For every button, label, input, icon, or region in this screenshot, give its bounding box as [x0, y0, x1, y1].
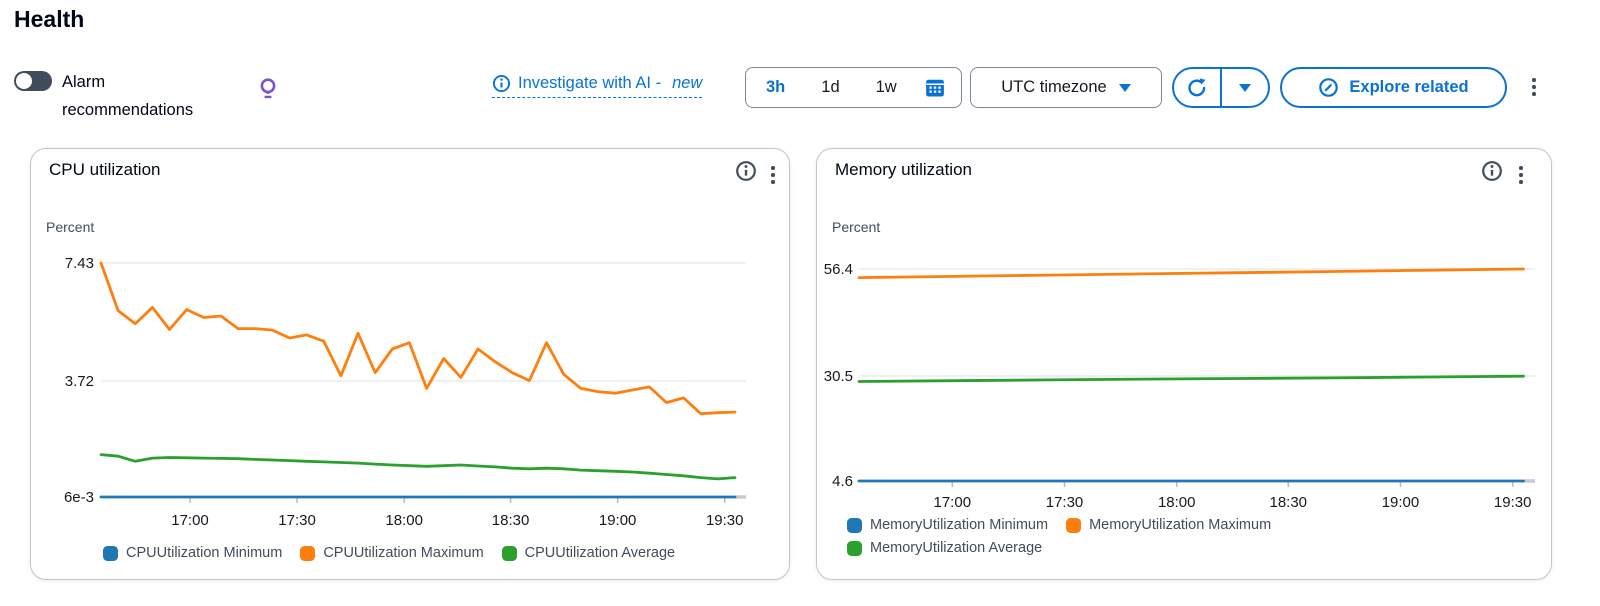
memory-utilization-card: Memory utilization Percent 56.4 30.5 4.6 17… [816, 148, 1552, 580]
legend-label: CPUUtilization Minimum [126, 545, 283, 561]
timezone-dropdown[interactable]: UTC timezone [970, 67, 1162, 108]
time-range-option-1w[interactable]: 1w [875, 78, 897, 96]
chart-title: CPU utilization [49, 160, 161, 179]
refresh-button[interactable] [1174, 69, 1220, 106]
legend-color-chip [847, 540, 862, 556]
x-tick-label: 17:30 [278, 512, 316, 529]
legend-label: MemoryUtilization Minimum [870, 517, 1049, 533]
legend-item[interactable]: MemoryUtilization Maximum [1066, 517, 1271, 533]
legend-item[interactable]: CPUUtilization Average [501, 545, 676, 561]
legend-color-chip [103, 545, 118, 561]
legend-item[interactable]: CPUUtilization Minimum [103, 545, 282, 561]
chevron-down-icon [1239, 83, 1251, 92]
memory-chart-plot[interactable]: 56.4 30.5 4.6 17:00 17:30 18:00 18:30 19:00 19:3… [819, 244, 1551, 512]
info-icon[interactable] [735, 160, 757, 187]
series-line [857, 267, 1525, 279]
x-tick-label: 17:30 [1046, 494, 1084, 511]
series-line [857, 374, 1525, 383]
legend-label: MemoryUtilization Average [870, 540, 1043, 556]
chart-legend: MemoryUtilization Minimum MemoryUtilizati… [847, 517, 1427, 556]
x-tick-label: 18:30 [1269, 494, 1307, 511]
y-tick-label: 4.6 [832, 473, 853, 490]
x-tick-label: 17:00 [934, 494, 972, 511]
chevron-down-icon [1118, 83, 1131, 92]
timezone-label: UTC timezone [1001, 78, 1107, 96]
chart-title: Memory utilization [835, 160, 972, 179]
legend-item[interactable]: CPUUtilization Maximum [300, 545, 484, 561]
x-tick-label: 19:30 [706, 512, 744, 529]
y-tick-label: 7.43 [65, 255, 94, 272]
cpu-chart-plot[interactable]: 7.43 3.72 6e-3 17:00 17:30 18:00 18:30 19:00 19:… [36, 244, 784, 536]
x-tick-label: 18:30 [492, 512, 530, 529]
time-range-option-3h[interactable]: 3h [766, 78, 786, 96]
calendar-icon[interactable] [925, 78, 945, 98]
x-tick-label: 19:00 [599, 512, 637, 529]
chart-legend: CPUUtilization Minimum CPUUtilization Max… [103, 545, 763, 561]
refresh-options-button[interactable] [1222, 69, 1268, 106]
new-badge: new [672, 74, 703, 92]
y-axis-unit: Percent [46, 219, 95, 235]
page-actions-menu[interactable] [1528, 74, 1540, 100]
y-tick-label: 3.72 [65, 373, 94, 390]
x-tick-label: 18:00 [1158, 494, 1196, 511]
time-range-option-1d[interactable]: 1d [821, 78, 840, 96]
explore-related-button[interactable]: Explore related [1280, 67, 1507, 108]
investigate-with-ai-link[interactable]: Investigate with AI - new [492, 74, 703, 98]
cpu-utilization-card: CPU utilization Percent 7.43 3.72 6e-3 17:0… [30, 148, 790, 580]
chart-actions-menu[interactable] [1515, 162, 1527, 188]
series-line [99, 261, 737, 416]
refresh-split-button [1172, 67, 1270, 108]
x-tick-label: 17:00 [171, 512, 209, 529]
legend-label: CPUUtilization Maximum [323, 545, 484, 561]
legend-label: MemoryUtilization Maximum [1089, 517, 1272, 533]
x-tick-label: 19:00 [1382, 494, 1420, 511]
legend-item[interactable]: MemoryUtilization Minimum [847, 517, 1048, 533]
y-tick-label: 6e-3 [64, 489, 94, 506]
legend-color-chip [300, 545, 316, 561]
chart-actions-menu[interactable] [767, 162, 779, 188]
legend-color-chip [501, 545, 517, 561]
divider [1220, 69, 1222, 106]
lightbulb-icon[interactable] [256, 76, 280, 105]
y-axis-unit: Percent [832, 219, 881, 235]
info-icon[interactable] [1481, 160, 1503, 187]
legend-label: CPUUtilization Average [524, 545, 676, 561]
toggle-knob [16, 73, 32, 89]
investigate-label: Investigate with AI - [518, 74, 662, 92]
info-icon [492, 74, 511, 93]
y-tick-label: 56.4 [824, 261, 853, 278]
series-line [99, 453, 737, 481]
legend-item[interactable]: MemoryUtilization Average [847, 540, 1042, 556]
compass-icon [1319, 78, 1339, 97]
x-tick-label: 18:00 [385, 512, 423, 529]
legend-color-chip [847, 517, 862, 533]
y-tick-label: 30.5 [824, 368, 853, 385]
page-title: Health [14, 6, 85, 32]
alarm-recommendations-toggle[interactable] [14, 71, 52, 91]
alarm-recommendations-label: Alarm recommendations [62, 73, 194, 119]
explore-related-label: Explore related [1349, 78, 1469, 96]
legend-color-chip [1066, 517, 1082, 533]
x-tick-label: 19:30 [1494, 494, 1532, 511]
refresh-icon [1188, 77, 1206, 96]
time-range-control: 3h 1d 1w [745, 67, 962, 108]
